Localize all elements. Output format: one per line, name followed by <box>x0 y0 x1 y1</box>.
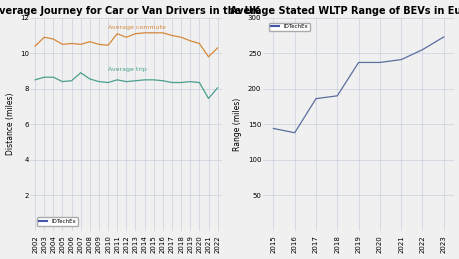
Title: Average Journey for Car or Van Drivers in the UK: Average Journey for Car or Van Drivers i… <box>0 5 260 16</box>
Text: Average trip: Average trip <box>108 67 146 72</box>
Legend: IDTechEx: IDTechEx <box>269 23 309 31</box>
Title: Average Stated WLTP Range of BEVs in Europe: Average Stated WLTP Range of BEVs in Eur… <box>230 5 459 16</box>
Y-axis label: Distance (miles): Distance (miles) <box>6 93 15 155</box>
Y-axis label: Range (miles): Range (miles) <box>233 98 242 151</box>
Legend: IDTechEx: IDTechEx <box>37 218 78 226</box>
Text: Average commute: Average commute <box>108 25 166 30</box>
